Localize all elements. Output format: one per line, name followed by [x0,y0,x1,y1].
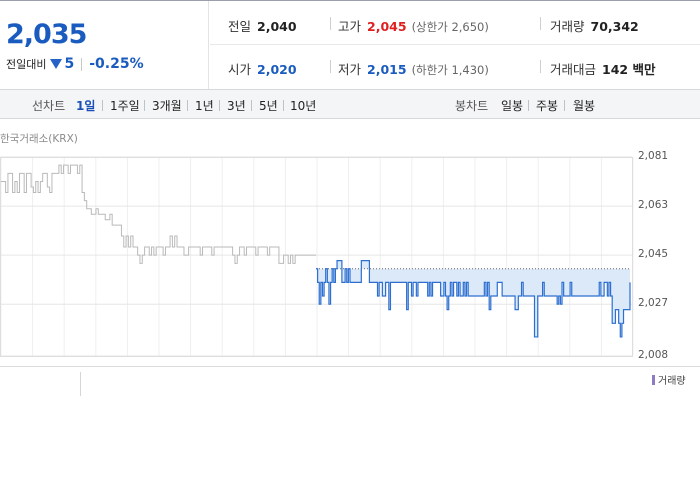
series-line-previous [1,164,316,264]
change-value: 5 [64,56,75,72]
change-label: 전일대비 [6,58,47,71]
stat-open: 시가 2,020 [228,59,297,78]
tab-divider [219,100,220,111]
stat-value: 2,040 [257,19,297,34]
tab-divider [144,100,145,111]
stat-value: 142 백만 [602,62,656,77]
stat-label: 거래대금 [550,62,597,77]
tab-1w[interactable]: 1주일 [110,99,140,113]
down-triangle-icon [50,59,63,69]
stat-volume: 거래량 70,342 [550,16,639,35]
tab-1y[interactable]: 1년 [195,99,214,113]
y-tick-label: 2,081 [638,150,669,162]
stat-label: 거래량 [550,19,585,34]
y-tick-label: 2,063 [638,199,669,212]
volume-legend-label: 거래량 [658,376,686,387]
stat-divider [330,17,331,30]
top-border [0,0,700,1]
series-line-today [316,259,631,338]
stat-label: 전일 [228,19,252,34]
series-area-today [316,260,630,337]
tab-5y[interactable]: 5년 [259,99,278,113]
tab-divider [251,100,252,111]
stat-value: 2,015 [367,62,407,77]
data-source-label: 한국거래소(KRX) [0,133,78,145]
y-tick-label: 2,027 [638,297,669,310]
lower-limit: (하한가 1,430) [411,63,489,77]
stat-divider [330,60,331,73]
upper-limit: (상한가 2,650) [411,20,489,34]
candle-chart-label: 봉차트 [455,99,489,113]
current-price: 2,035 [6,19,87,50]
change-rate: -0.25% [89,56,144,72]
tab-1d[interactable]: 1일 [76,99,96,113]
chart-bottom-border [0,366,700,367]
period-selector-bar: 선차트 1일 1주일 3개월 1년 3년 5년 10년 봉차트 일봉 주봉 월봉 [0,89,700,119]
line-chart-label: 선차트 [32,99,66,113]
price-summary: 2,035 전일대비 5 -0.25% [0,1,209,89]
volume-legend-marker [652,374,655,385]
stat-prev-close: 전일 2,040 [228,16,297,35]
y-tick-label: 2,008 [638,349,669,361]
tab-divider [564,100,565,111]
volume-divider [80,372,81,396]
plot-frame [0,157,633,357]
stat-value: 70,342 [590,19,639,34]
stat-trade-value: 거래대금 142 백만 [550,59,655,78]
change-divider [81,57,83,71]
change-row: 전일대비 5 -0.25% [6,56,144,72]
tab-daily-candle[interactable]: 일봉 [501,99,524,113]
tab-monthly-candle[interactable]: 월봉 [573,99,596,113]
tab-weekly-candle[interactable]: 주봉 [536,99,559,113]
tab-3m[interactable]: 3개월 [152,99,182,113]
tab-divider [528,100,529,111]
stat-value: 2,020 [257,62,297,77]
stat-low: 저가 2,015 (하한가 1,430) [338,59,489,78]
stat-label: 고가 [338,19,362,34]
volume-legend: 거래량 [652,372,686,387]
stat-label: 저가 [338,62,362,77]
stats-divider [210,44,700,45]
stat-divider [540,17,541,30]
stat-value: 2,045 [367,19,407,34]
stat-high: 고가 2,045 (상한가 2,650) [338,16,489,35]
tab-3y[interactable]: 3년 [227,99,246,113]
tab-10y[interactable]: 10년 [290,99,317,113]
stat-divider [540,60,541,73]
y-tick-label: 2,045 [638,248,669,261]
stat-label: 시가 [228,62,252,77]
tab-divider [102,100,103,111]
tab-divider [283,100,284,111]
stats-panel: 전일 2,040 고가 2,045 (상한가 2,650) 거래량 70,342… [210,1,700,89]
tab-divider [187,100,188,111]
